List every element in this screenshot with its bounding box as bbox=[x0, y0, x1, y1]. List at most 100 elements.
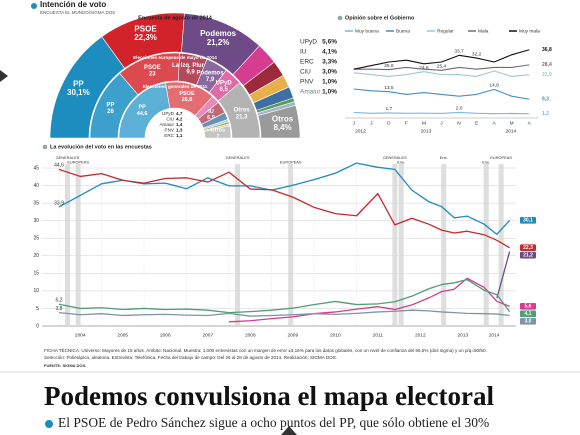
event-label: GENERALES bbox=[56, 155, 80, 160]
segment-value: 9,9 bbox=[186, 70, 195, 76]
end-label-box bbox=[520, 303, 536, 310]
list-value: 5,6% bbox=[322, 39, 337, 46]
end-label: 30,1 bbox=[523, 218, 533, 224]
ring-segment bbox=[257, 105, 301, 139]
end-label-box bbox=[520, 310, 536, 318]
segment-value: 23 bbox=[149, 72, 156, 78]
list-label: Amaiur bbox=[159, 122, 174, 127]
end-label-box bbox=[520, 318, 536, 325]
segment-value: 21,2% bbox=[207, 38, 230, 47]
ring-title: Elecciones generales de 2011 bbox=[143, 84, 208, 89]
list-value: 3,0% bbox=[322, 69, 337, 76]
legend-label: Buena bbox=[396, 28, 410, 34]
segment-value: 7 bbox=[216, 134, 219, 140]
event-band bbox=[498, 164, 504, 326]
segment-label: La Izq. Plural bbox=[172, 63, 209, 69]
segment-label: Podemos bbox=[200, 29, 237, 38]
title-dot bbox=[337, 15, 343, 21]
y-tick-label: 45 bbox=[33, 165, 39, 171]
x-tick-label: 2009 bbox=[287, 332, 298, 338]
x-tick-label: 2005 bbox=[117, 332, 128, 338]
list-value: 1,4 bbox=[176, 122, 183, 127]
event-band bbox=[235, 164, 241, 326]
segment-value: 26 bbox=[107, 109, 114, 115]
end-label-box bbox=[520, 244, 536, 252]
x-tick-label: M bbox=[422, 120, 426, 126]
subtitle: El PSOE de Pedro Sánchez sigue a ocho pu… bbox=[58, 415, 489, 430]
value-label: 25,4 bbox=[437, 64, 447, 70]
value-label: 3,8 bbox=[56, 306, 63, 312]
list-label: CiU bbox=[300, 69, 311, 76]
list-label: IU bbox=[300, 49, 307, 56]
segment-value: 8,4% bbox=[273, 123, 291, 132]
x-tick-label: D bbox=[387, 120, 391, 126]
y-tick-label: 35 bbox=[33, 200, 39, 206]
ficha-line: Selección: Polietápica, aleatoria. Entre… bbox=[44, 355, 337, 360]
ring-segment bbox=[217, 82, 261, 139]
x-tick-label: 2007 bbox=[202, 332, 213, 338]
ring-title: Encuesta de agosto de 2014 bbox=[138, 15, 213, 21]
end-label: 3,0 bbox=[525, 319, 532, 325]
list-value: 1,0% bbox=[322, 79, 337, 86]
x-group-label: 2012 bbox=[355, 128, 366, 134]
segment-label: PSOE bbox=[134, 24, 157, 33]
subtitle-bullet bbox=[45, 420, 53, 428]
y-tick-label: 5 bbox=[36, 306, 39, 312]
segment-value: 6,5 bbox=[220, 87, 229, 93]
event-label: GENERALES bbox=[383, 155, 407, 160]
chart-title: Opinión sobre el Gobierno bbox=[345, 15, 415, 21]
list-value: 1,0% bbox=[322, 89, 337, 96]
end-label-box bbox=[520, 217, 536, 224]
legend-label: Regular bbox=[437, 28, 454, 34]
value-label: 33,7 bbox=[454, 49, 464, 55]
segment-label: PP bbox=[138, 105, 146, 111]
segment-label: PSOE bbox=[179, 91, 195, 97]
segment-label: PP bbox=[73, 79, 84, 88]
end-label: 22,9 bbox=[542, 72, 552, 78]
segment-label: Otros bbox=[210, 128, 225, 134]
source-note: FUENTE: SIGMA DOS. bbox=[44, 363, 86, 368]
scroll-arrow[interactable] bbox=[281, 426, 297, 435]
event-band bbox=[288, 164, 294, 326]
list-value: 4,2 bbox=[176, 117, 183, 122]
x-tick-label: M bbox=[510, 120, 514, 126]
event-band bbox=[441, 164, 447, 326]
event-band bbox=[392, 164, 398, 326]
event-band bbox=[398, 164, 404, 326]
series-line bbox=[353, 88, 530, 100]
value-label: 24,6 bbox=[419, 65, 429, 71]
end-label: 5,6 bbox=[525, 304, 532, 310]
x-tick-label: 2011 bbox=[373, 332, 384, 338]
end-label: 1,2 bbox=[542, 111, 549, 117]
event-label: Ene. bbox=[397, 160, 405, 165]
event-label: Ene. bbox=[440, 155, 448, 160]
end-label: 28,4 bbox=[542, 62, 552, 68]
header-title: Intención de voto bbox=[40, 0, 106, 9]
event-band bbox=[65, 164, 71, 326]
segment-label: Otros bbox=[234, 108, 251, 114]
event-label: EUROPEAS bbox=[490, 155, 512, 160]
series-line bbox=[353, 111, 530, 115]
series-line bbox=[58, 309, 510, 317]
segment-value: 7,9 bbox=[206, 77, 215, 83]
value-label: 14,8 bbox=[489, 83, 499, 89]
x-tick-label: 2006 bbox=[160, 332, 171, 338]
y-tick-label: 30 bbox=[33, 218, 39, 224]
value-label: 1,7 bbox=[386, 106, 393, 112]
header-source: ENCUESTA EL MUNDO/SIGMA DOS bbox=[40, 10, 115, 15]
list-value: 1,3 bbox=[176, 128, 183, 133]
series-line bbox=[353, 64, 530, 71]
y-tick-label: 40 bbox=[33, 183, 39, 189]
y-tick-label: 20 bbox=[33, 253, 39, 259]
segment-value: 30,1% bbox=[67, 88, 90, 97]
list-label: CiU bbox=[166, 117, 174, 122]
legend-label: Mala bbox=[478, 28, 489, 34]
event-label: EUROPEAS bbox=[67, 160, 89, 165]
list-label: UPyD bbox=[300, 39, 317, 46]
event-band bbox=[483, 164, 489, 326]
list-value: 1,1 bbox=[176, 133, 183, 138]
segment-value: 6,9 bbox=[207, 115, 215, 121]
side-arrow[interactable] bbox=[0, 70, 8, 82]
x-tick-label: N bbox=[457, 120, 461, 126]
